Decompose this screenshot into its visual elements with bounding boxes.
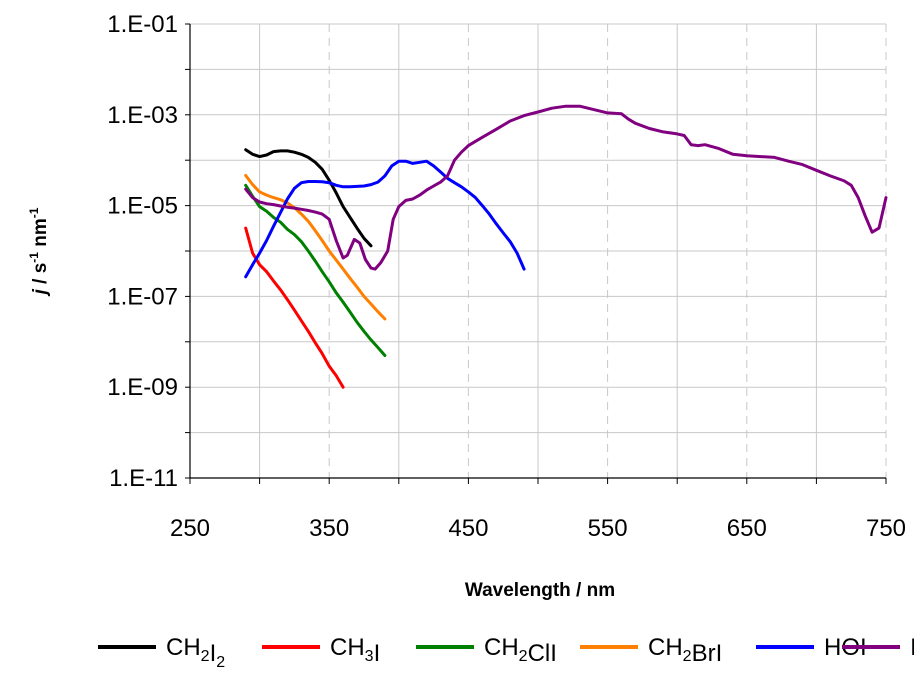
y-axis-title-part: / s [30, 263, 51, 289]
series-line-i2 [244, 104, 888, 271]
legend-label-ch2i2: CH2I2 [166, 634, 225, 671]
x-tick-label: 350 [309, 515, 349, 542]
y-tick-label: 1.E-09 [107, 374, 178, 401]
series-lines [244, 104, 888, 389]
y-axis-title-part: nm [30, 218, 51, 252]
legend-label-ch2cli: CH2ClI [484, 634, 557, 667]
gridlines [190, 23, 887, 478]
tick-labels: 1.E-01 1.E-03 1.E-05 1.E-07 1.E-09 1.E-11 250 3… [107, 11, 906, 542]
y-tick-label: 1.E-01 [107, 11, 178, 38]
y-tick-label: 1.E-07 [107, 283, 178, 310]
series-line-ch3i [244, 226, 345, 389]
x-tick-label: 650 [727, 515, 767, 542]
x-tick-label: 250 [170, 515, 210, 542]
x-tick-label: 450 [448, 515, 488, 542]
series-line-ch2cli [244, 183, 387, 357]
x-axis-title: Wavelength / nm [465, 580, 615, 601]
x-tick-label: 750 [866, 515, 906, 542]
series-line-hoi [244, 159, 526, 279]
series-line-ch2bri [244, 174, 387, 321]
y-tick-label: 1.E-05 [107, 193, 178, 220]
y-tick-label: 1.E-03 [107, 102, 178, 129]
series-line-ch2i2 [244, 148, 373, 248]
legend-label-i2: I2 [910, 634, 914, 665]
y-axis-title: j / s-1 nm-1 [27, 207, 51, 297]
y-tick-label: 1.E-11 [109, 465, 178, 492]
x-tick-label: 550 [588, 515, 628, 542]
legend-label-ch3i: CH3I [330, 634, 380, 667]
legend-label-ch2bri: CH2BrI [648, 634, 722, 667]
y-axis-title-sup: -1 [27, 252, 41, 263]
legend: CH2I2CH3ICH2ClICH2BrIHOII2 [98, 634, 914, 671]
y-axis-title-italic: j [30, 288, 51, 297]
y-axis-title-sup: -1 [27, 207, 41, 218]
